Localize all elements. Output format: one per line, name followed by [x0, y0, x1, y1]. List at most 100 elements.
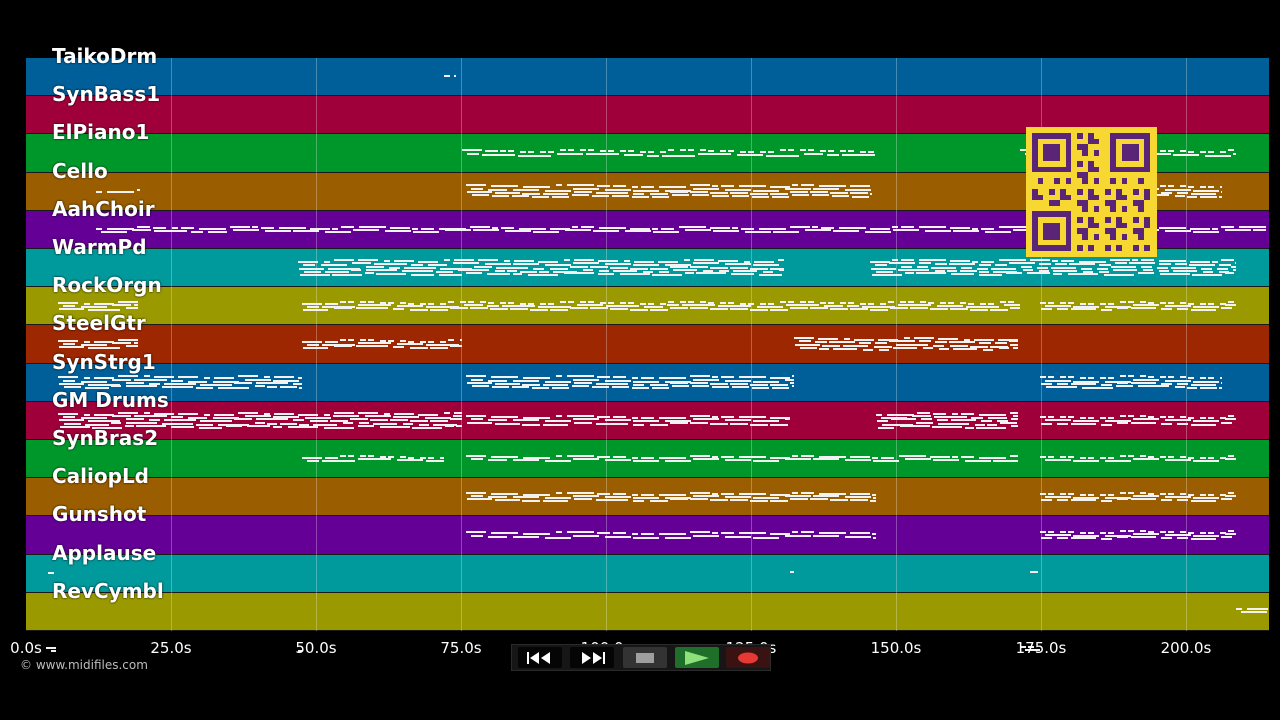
midi-note: [875, 342, 887, 345]
midi-note: [792, 184, 798, 187]
qr-module: [1076, 217, 1083, 223]
midi-note: [462, 149, 482, 152]
midi-note: [1041, 422, 1052, 425]
midi-note: [788, 300, 794, 303]
midi-note: [1088, 493, 1094, 496]
midi-note: [400, 339, 406, 342]
midi-note: [440, 456, 444, 459]
midi-note: [495, 269, 505, 272]
midi-note: [624, 153, 643, 156]
midi-note: [1225, 271, 1234, 274]
midi-note: [467, 381, 492, 384]
midi-note: [134, 341, 138, 344]
midi-note: [1117, 497, 1128, 500]
midi-note: [739, 416, 766, 419]
midi-note: [1221, 306, 1232, 309]
midi-note: [466, 531, 486, 534]
midi-note: [385, 229, 411, 232]
midi-note: [1045, 533, 1071, 536]
midi-note: [763, 270, 773, 273]
midi-note: [299, 386, 302, 389]
midi-note: [470, 306, 488, 309]
midi-note: [710, 226, 730, 229]
midi-note: [1160, 301, 1166, 304]
midi-note: [850, 307, 868, 310]
record-button[interactable]: [726, 647, 770, 668]
grid-line: [751, 58, 752, 631]
midi-note: [545, 380, 571, 383]
midi-note: [453, 262, 479, 265]
midi-note: [1060, 301, 1066, 304]
track-lane[interactable]: [26, 325, 1269, 364]
midi-note: [218, 386, 249, 389]
midi-note: [508, 150, 514, 153]
midi-note: [234, 418, 252, 421]
midi-note: [870, 227, 890, 230]
midi-note: [1168, 416, 1174, 419]
midi-note: [693, 187, 719, 190]
midi-note: [567, 184, 594, 187]
midi-note: [1208, 151, 1214, 154]
midi-note: [844, 338, 850, 341]
midi-note: [348, 454, 354, 457]
midi-note: [454, 411, 462, 414]
midi-note: [1088, 302, 1094, 305]
midi-note: [608, 150, 614, 153]
midi-note: [144, 411, 150, 414]
midi-note: [118, 411, 138, 414]
midi-note: [200, 383, 232, 386]
midi-note: [1108, 456, 1114, 459]
midi-note: [1025, 649, 1040, 652]
stop-button[interactable]: [623, 647, 667, 668]
qr-module: [1110, 228, 1117, 235]
midi-note: [1101, 308, 1112, 311]
track-lane[interactable]: [26, 554, 1269, 593]
midi-note: [1013, 415, 1018, 418]
midi-note: [126, 418, 144, 421]
midi-note: [137, 189, 140, 192]
qr-module: [1065, 133, 1072, 139]
midi-note: [200, 420, 232, 423]
midi-note: [543, 192, 568, 195]
midi-note: [721, 376, 734, 379]
midi-note: [592, 385, 609, 388]
track-lane[interactable]: [26, 440, 1269, 479]
midi-note: [790, 225, 810, 228]
qr-module: [1037, 211, 1044, 218]
midi-note: [937, 304, 963, 307]
midi-note: [633, 380, 659, 383]
midi-note: [606, 304, 639, 307]
midi-note: [330, 420, 348, 423]
midi-note: [1165, 533, 1191, 536]
midi-note: [905, 271, 914, 274]
midi-note: [1200, 456, 1206, 459]
midi-note: [785, 534, 811, 537]
midi-note: [144, 375, 150, 378]
midi-note: [650, 192, 668, 195]
qr-module: [1076, 189, 1083, 195]
qr-module: [1121, 144, 1128, 151]
midi-note: [659, 493, 686, 496]
midi-note: [1057, 537, 1068, 540]
midi-note: [801, 491, 814, 494]
midi-note: [1168, 492, 1174, 495]
qr-module: [1088, 189, 1094, 195]
midi-note: [171, 416, 183, 419]
midi-note: [299, 267, 324, 270]
rewind-button[interactable]: [518, 647, 562, 668]
track-lane[interactable]: [26, 58, 1269, 97]
midi-note: [872, 533, 876, 536]
fast-forward-button[interactable]: [570, 647, 614, 668]
midi-note: [624, 260, 630, 263]
track-lane[interactable]: [26, 592, 1269, 631]
midi-note: [313, 423, 337, 426]
midi-note: [730, 382, 748, 385]
midi-note: [1191, 383, 1216, 386]
midi-note: [368, 338, 374, 341]
midi-note: [300, 273, 330, 276]
midi-note: [545, 189, 571, 192]
midi-note: [310, 420, 328, 423]
midi-note: [1193, 305, 1219, 308]
play-button[interactable]: [675, 647, 719, 668]
midi-note: [673, 268, 697, 271]
